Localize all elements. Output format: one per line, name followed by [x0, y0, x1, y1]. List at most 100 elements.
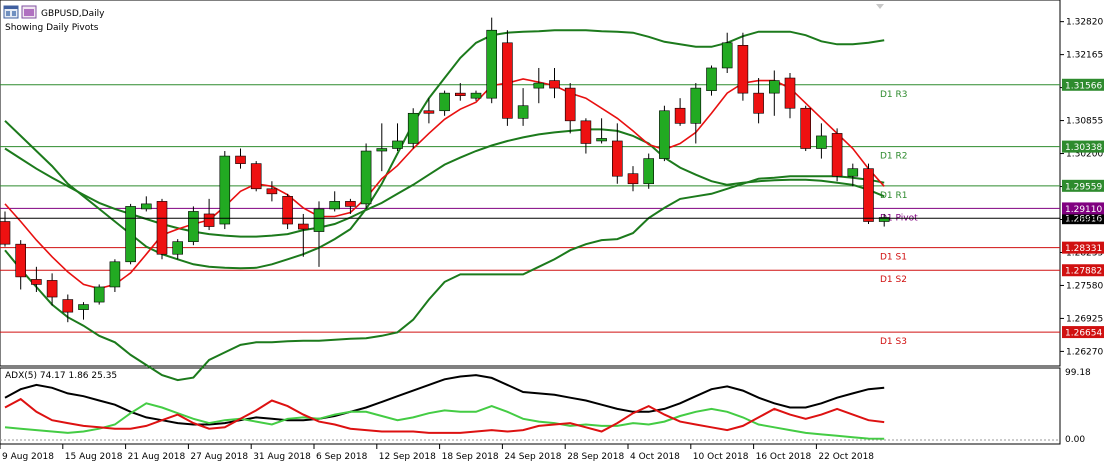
- candle: [125, 203, 136, 265]
- level-badge: [1062, 202, 1104, 215]
- candle: [141, 196, 152, 212]
- candle: [549, 67, 560, 99]
- price-tick-label: 1.32165: [1066, 51, 1103, 61]
- candle-body: [392, 140, 403, 149]
- candle-body: [800, 107, 812, 149]
- date-tick-label: 10 Oct 2018: [693, 452, 749, 462]
- candle: [847, 163, 859, 187]
- candle: [502, 30, 513, 126]
- candle-body: [690, 87, 702, 124]
- candle: [878, 213, 890, 227]
- candle-body: [486, 29, 498, 99]
- pivots-subtitle: Showing Daily Pivots: [5, 23, 99, 33]
- date-tick-label: 21 Aug 2018: [128, 452, 186, 462]
- price-tick-label: 1.30855: [1066, 117, 1103, 127]
- price-tick-label: 1.26270: [1066, 347, 1103, 357]
- candle-body: [345, 201, 356, 207]
- candle-body: [297, 223, 309, 230]
- level-badge: [1062, 179, 1104, 192]
- candle-body: [266, 188, 278, 195]
- candle: [784, 72, 796, 119]
- candle-body: [454, 92, 466, 96]
- level-label: D1 S3: [880, 337, 907, 347]
- candle-body: [188, 211, 199, 242]
- candle-body: [329, 201, 341, 210]
- candle-body: [407, 112, 419, 144]
- candles-layer: [0, 17, 890, 323]
- candle: [423, 98, 435, 124]
- candle-body: [172, 241, 183, 255]
- candle: [188, 206, 199, 246]
- candle: [329, 191, 341, 212]
- level-badge: [1062, 326, 1104, 339]
- candle-body: [831, 133, 843, 177]
- candle: [486, 17, 498, 104]
- candle: [31, 266, 42, 292]
- candle: [643, 153, 655, 189]
- price-tick-label: 1.28890: [1066, 215, 1103, 225]
- candle: [282, 193, 293, 230]
- candle-body: [863, 168, 874, 222]
- bollinger-middle-line: [4, 128, 885, 238]
- candle-body: [15, 243, 26, 278]
- candle: [659, 105, 670, 162]
- date-tick-label: 15 Aug 2018: [65, 452, 123, 462]
- candle: [109, 259, 121, 292]
- candle-body: [62, 299, 74, 313]
- date-axis[interactable]: 9 Aug 2018 15 Aug 2018 21 Aug 2018 27 Aug 2…: [0, 444, 874, 462]
- chart-window-icon: [3, 5, 19, 19]
- level-badge: [1062, 241, 1104, 254]
- candle-body: [768, 80, 780, 94]
- adx-scale-top: 99.18: [1065, 368, 1091, 378]
- candle: [0, 211, 11, 247]
- adx-main-line: [4, 374, 885, 426]
- level-label: D1 R2: [880, 152, 908, 162]
- date-tick-label: 4 Oct 2018: [630, 452, 680, 462]
- candle-body: [93, 286, 105, 303]
- level-badge: [1062, 264, 1104, 277]
- candle: [611, 123, 623, 184]
- collapse-arrow-icon[interactable]: [876, 4, 884, 9]
- bollinger-bands-layer: [4, 29, 885, 382]
- level-badge-value: 1.26654: [1065, 329, 1102, 339]
- current-price-badge: [1062, 212, 1104, 225]
- candle-body: [46, 280, 58, 298]
- candle-body: [0, 221, 11, 245]
- candle-body: [627, 173, 639, 185]
- symbol-label: GBPUSD,Daily: [41, 9, 105, 19]
- candle: [46, 273, 58, 306]
- candle: [15, 240, 26, 290]
- candle-body: [643, 158, 655, 185]
- candle: [768, 70, 780, 116]
- candle: [235, 148, 246, 169]
- candle: [266, 181, 278, 202]
- candle-body: [313, 208, 325, 232]
- date-tick-label: 6 Sep 2018: [316, 452, 368, 462]
- level-badges-layer: 1.31566 1.30338 1.29559 1.29110 1.28331 1.278…: [1062, 78, 1104, 339]
- candle-body: [580, 120, 592, 144]
- price-tick-label: 1.26925: [1066, 314, 1103, 324]
- level-label: D1 R1: [880, 191, 908, 201]
- candle-body: [721, 42, 733, 69]
- candle: [533, 67, 545, 104]
- candle-body: [219, 155, 231, 225]
- date-tick-label: 9 Aug 2018: [2, 452, 54, 462]
- main-panel[interactable]: [0, 0, 1061, 367]
- candle: [800, 105, 812, 152]
- window-icon-secondary: [21, 5, 37, 19]
- candle-body: [423, 110, 435, 114]
- candle: [721, 32, 733, 73]
- candle: [674, 98, 686, 126]
- candle-body: [156, 201, 168, 255]
- candle: [78, 302, 89, 320]
- candle: [156, 198, 168, 260]
- candle: [517, 88, 529, 126]
- candle-body: [376, 148, 388, 152]
- candle: [831, 128, 843, 182]
- candle: [297, 213, 309, 257]
- level-badge: [1062, 78, 1104, 91]
- candle-body: [141, 203, 152, 210]
- date-tick-label: 12 Sep 2018: [379, 452, 436, 462]
- candle: [454, 83, 466, 101]
